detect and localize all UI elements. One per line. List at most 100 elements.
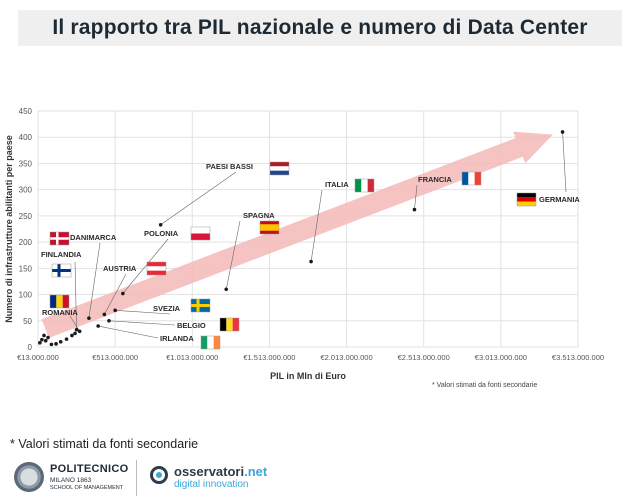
data-point xyxy=(49,342,54,347)
polimi-logo: POLITECNICO MILANO 1863 SCHOOL OF MANAGE… xyxy=(14,460,134,496)
data-point xyxy=(43,338,48,343)
country-label: AUSTRIA xyxy=(103,264,137,273)
flag-part xyxy=(270,166,289,171)
data-point xyxy=(102,312,107,317)
country-label: PAESI BASSI xyxy=(206,162,253,171)
leader-line xyxy=(225,220,241,290)
data-point xyxy=(46,335,50,340)
flag-part xyxy=(147,270,166,275)
polimi-name: POLITECNICO xyxy=(50,463,129,475)
trend-arrow-layer xyxy=(41,131,553,338)
y-tick-label: 50 xyxy=(23,317,32,326)
flag-part xyxy=(52,269,71,272)
y-tick-label: 250 xyxy=(19,212,33,221)
flag-part xyxy=(355,179,362,192)
flag-border xyxy=(190,298,211,313)
data-point xyxy=(96,324,100,328)
flag-part xyxy=(468,172,475,185)
data-point xyxy=(121,291,125,296)
leader-line xyxy=(74,261,77,330)
data-point xyxy=(54,342,58,346)
magnifier-dot-icon xyxy=(156,472,162,478)
data-point xyxy=(74,327,79,332)
data-point xyxy=(38,341,42,345)
x-tick-label: €1.013.000.000 xyxy=(166,353,218,362)
flag-part xyxy=(517,193,536,198)
flag-part xyxy=(474,172,481,185)
x-axis-title: PIL in Mln di Euro xyxy=(270,371,346,381)
country-label: ROMANIA xyxy=(42,308,78,317)
flag-ie-icon xyxy=(200,335,221,350)
data-point xyxy=(58,339,63,344)
chart-title: Il rapporto tra PIL nazionale e numero d… xyxy=(52,16,588,39)
footer-logos: POLITECNICO MILANO 1863 SCHOOL OF MANAGE… xyxy=(14,460,314,496)
country-label: GERMANIA xyxy=(539,195,580,204)
flag-it-icon xyxy=(354,178,375,193)
magnifier-icon xyxy=(150,466,168,484)
flag-border xyxy=(461,171,482,186)
y-tick-label: 0 xyxy=(28,343,33,352)
leader-line xyxy=(115,309,171,315)
country-label: IRLANDA xyxy=(160,334,194,343)
flag-part xyxy=(50,295,57,308)
data-point xyxy=(64,337,69,341)
leader-line xyxy=(104,273,127,315)
country-label: FINLANDIA xyxy=(41,250,82,259)
y-tick-label: 200 xyxy=(19,238,33,247)
y-tick-label: 150 xyxy=(19,264,33,273)
data-point xyxy=(70,333,74,338)
osservatori-name: osservatori.net xyxy=(174,464,267,479)
polimi-seal-icon xyxy=(14,462,44,492)
leader-line xyxy=(88,242,101,319)
flag-part xyxy=(147,266,166,271)
axis-layer: 0 50 100 150 200 250 300 350 400 450 €13.000.000 €5… xyxy=(4,107,604,389)
flag-at-icon xyxy=(146,261,167,276)
flag-pl-icon xyxy=(190,226,211,241)
polimi-school: SCHOOL OF MANAGEMENT xyxy=(50,485,124,491)
x-tick-label: €513.000.000 xyxy=(92,353,138,362)
data-point xyxy=(73,331,77,336)
y-tick-label: 350 xyxy=(19,159,33,168)
data-point xyxy=(40,337,44,342)
point-layer xyxy=(38,130,565,347)
flag-part xyxy=(220,318,227,331)
flag-part xyxy=(191,227,210,234)
polimi-subtitle: MILANO 1863 xyxy=(50,477,92,484)
y-axis-title: Numero di infrastrutture abilitanti per … xyxy=(4,135,14,323)
data-point xyxy=(309,259,313,264)
osservatori-logo: osservatori.net digital innovation xyxy=(150,460,310,496)
flag-part xyxy=(232,318,239,331)
flag-be-icon xyxy=(219,317,240,332)
logo-divider xyxy=(136,460,137,496)
flag-de-icon xyxy=(516,192,537,207)
flag-border xyxy=(354,178,375,193)
flag-part xyxy=(147,262,166,267)
flag-border xyxy=(516,192,537,207)
flag-ro-icon xyxy=(49,294,70,309)
flag-border xyxy=(259,220,280,235)
x-tick-label: €13.000.000 xyxy=(17,353,59,362)
flag-part xyxy=(270,170,289,175)
flag-part xyxy=(367,179,374,192)
osservatori-tagline: digital innovation xyxy=(174,479,249,490)
flag-part xyxy=(270,162,289,167)
flag-border xyxy=(49,294,70,309)
leader-layer xyxy=(69,131,567,339)
data-point xyxy=(42,333,46,338)
data-point xyxy=(560,130,565,134)
flag-part xyxy=(517,197,536,202)
flag-border xyxy=(269,161,290,176)
flag-part xyxy=(207,336,214,349)
flag-border xyxy=(219,317,240,332)
y-tick-label: 300 xyxy=(19,186,33,195)
leader-line xyxy=(108,320,176,326)
x-tick-label: €2.513.000.000 xyxy=(398,353,450,362)
country-label: BELGIO xyxy=(177,321,206,330)
label-layer: PAESI BASSI ITALIA FRANCIA GERMANIA SPAGNA PO… xyxy=(41,161,580,350)
flag-part xyxy=(191,304,210,307)
leader-line xyxy=(160,171,237,226)
flag-border xyxy=(146,261,167,276)
flag-fi-icon xyxy=(51,263,72,278)
leader-line xyxy=(562,131,567,193)
flag-border xyxy=(49,231,70,246)
